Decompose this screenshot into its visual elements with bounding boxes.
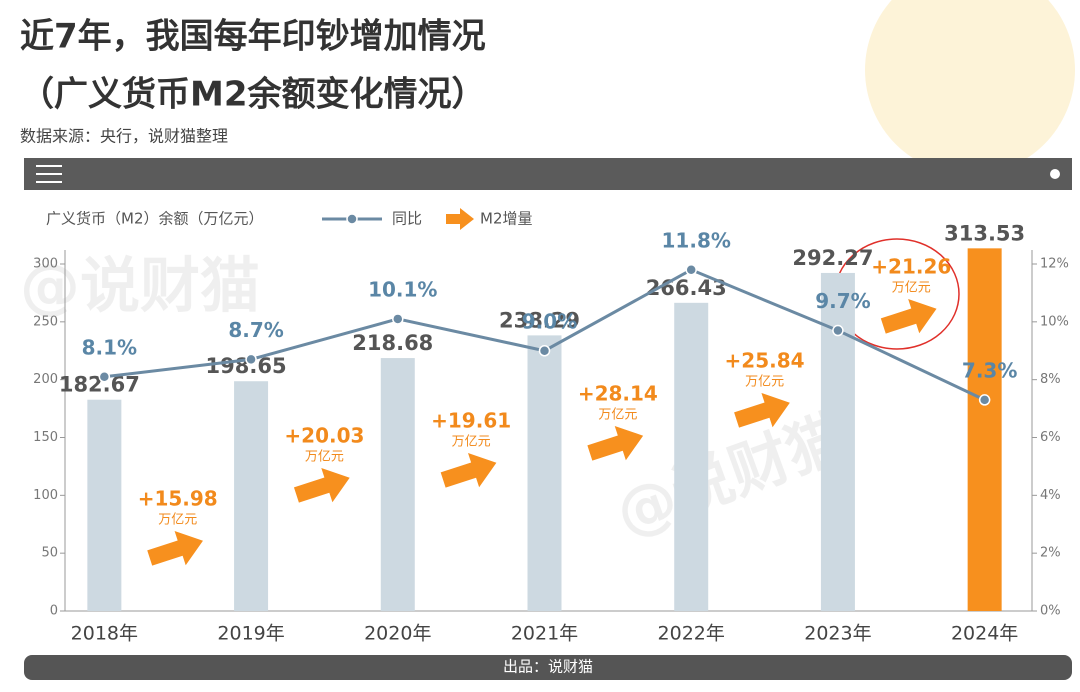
increment-unit: 万亿元 — [745, 375, 784, 390]
growth-label: 10.1% — [368, 277, 437, 301]
y-tick-label: 200 — [33, 372, 58, 387]
y2-tick-label: 2% — [1040, 546, 1061, 561]
chart-title: 近7年，我国每年印钞增加情况 — [20, 17, 486, 57]
y-tick-label: 0 — [50, 604, 58, 619]
increment-unit: 万亿元 — [598, 408, 637, 423]
footer: 出品：说财猫 — [503, 658, 593, 676]
x-tick-label: 2019年 — [217, 623, 284, 645]
increment-arrow — [734, 392, 790, 428]
x-tick-label: 2022年 — [658, 623, 725, 645]
y2-tick-label: 4% — [1040, 488, 1061, 503]
legend-arrow — [446, 208, 474, 230]
increment-unit: 万亿元 — [452, 435, 491, 450]
footer-bar — [24, 655, 1072, 680]
bar-value-label: 238.29 — [499, 308, 580, 332]
y2-tick-label: 10% — [1040, 314, 1069, 329]
legend-dot — [346, 213, 358, 225]
bar — [674, 302, 709, 611]
x-tick-label: 2023年 — [804, 623, 871, 645]
header-dot — [1050, 169, 1060, 179]
increment-label: +15.98 — [138, 487, 218, 511]
chart-subtitle: （广义货币M2余额变化情况） — [20, 75, 486, 115]
x-tick-label: 2024年 — [951, 623, 1018, 645]
bar — [527, 335, 562, 611]
growth-point — [832, 324, 844, 337]
increment-unit: 万亿元 — [158, 513, 197, 528]
bar — [380, 358, 415, 611]
increment-arrow — [293, 467, 350, 503]
growth-label: 11.8% — [662, 228, 731, 252]
y2-tick-label: 8% — [1040, 372, 1061, 387]
y-tick-label: 250 — [33, 314, 58, 329]
increment-arrow — [147, 530, 203, 566]
growth-label: 8.7% — [228, 318, 283, 342]
bar-value-label: 313.53 — [944, 221, 1025, 245]
growth-label: 9.7% — [815, 289, 870, 313]
source: 数据来源：央行，说财猫整理 — [20, 127, 228, 146]
bar-value-label: 218.68 — [352, 331, 433, 355]
increment-arrow — [880, 298, 937, 334]
bar-value-label: 292.27 — [792, 246, 873, 270]
y-tick-label: 100 — [33, 488, 58, 503]
growth-point — [685, 264, 697, 276]
increment-label: +21.26 — [871, 255, 951, 279]
growth-point — [978, 394, 991, 406]
increment-label: +20.03 — [284, 424, 364, 448]
increment-unit: 万亿元 — [305, 450, 344, 465]
increment-arrow — [440, 452, 497, 488]
increment-label: +19.61 — [431, 409, 511, 433]
increment-unit: 万亿元 — [892, 281, 931, 296]
bar — [967, 248, 1002, 612]
watermark: @说财猫 — [20, 252, 260, 322]
growth-label: 7.3% — [962, 358, 1017, 382]
growth-point — [392, 313, 404, 325]
bar — [234, 381, 269, 611]
growth-label: 8.1% — [82, 335, 137, 359]
x-tick-label: 2021年 — [511, 623, 578, 645]
y2-tick-label: 6% — [1040, 430, 1061, 445]
watermark: @说财猫 — [607, 402, 856, 550]
x-tick-label: 2020年 — [364, 623, 431, 645]
bar — [87, 399, 122, 611]
growth-point — [538, 345, 551, 357]
y-tick-label: 50 — [41, 546, 58, 561]
growth-point — [98, 371, 111, 383]
y-tick-label: 150 — [33, 430, 58, 445]
x-tick-label: 2018年 — [71, 623, 138, 645]
legend-label: 同比 — [392, 210, 422, 228]
increment-arrow — [587, 425, 644, 461]
y2-tick-label: 12% — [1040, 257, 1069, 272]
y-tick-label: 300 — [33, 257, 58, 272]
increment-label: +25.84 — [725, 349, 805, 373]
legend-label: M2增量 — [480, 210, 533, 228]
header-bar — [24, 158, 1072, 190]
menu-icon — [36, 165, 62, 183]
y2-tick-label: 0% — [1040, 604, 1061, 619]
growth-label: 9.0% — [522, 309, 577, 333]
growth-point — [245, 353, 257, 366]
legend-label: 广义货币（M2）余额（万亿元） — [46, 210, 264, 228]
logo-backdrop — [865, 0, 1075, 175]
increment-label: +28.14 — [578, 382, 658, 406]
bar — [820, 272, 855, 611]
